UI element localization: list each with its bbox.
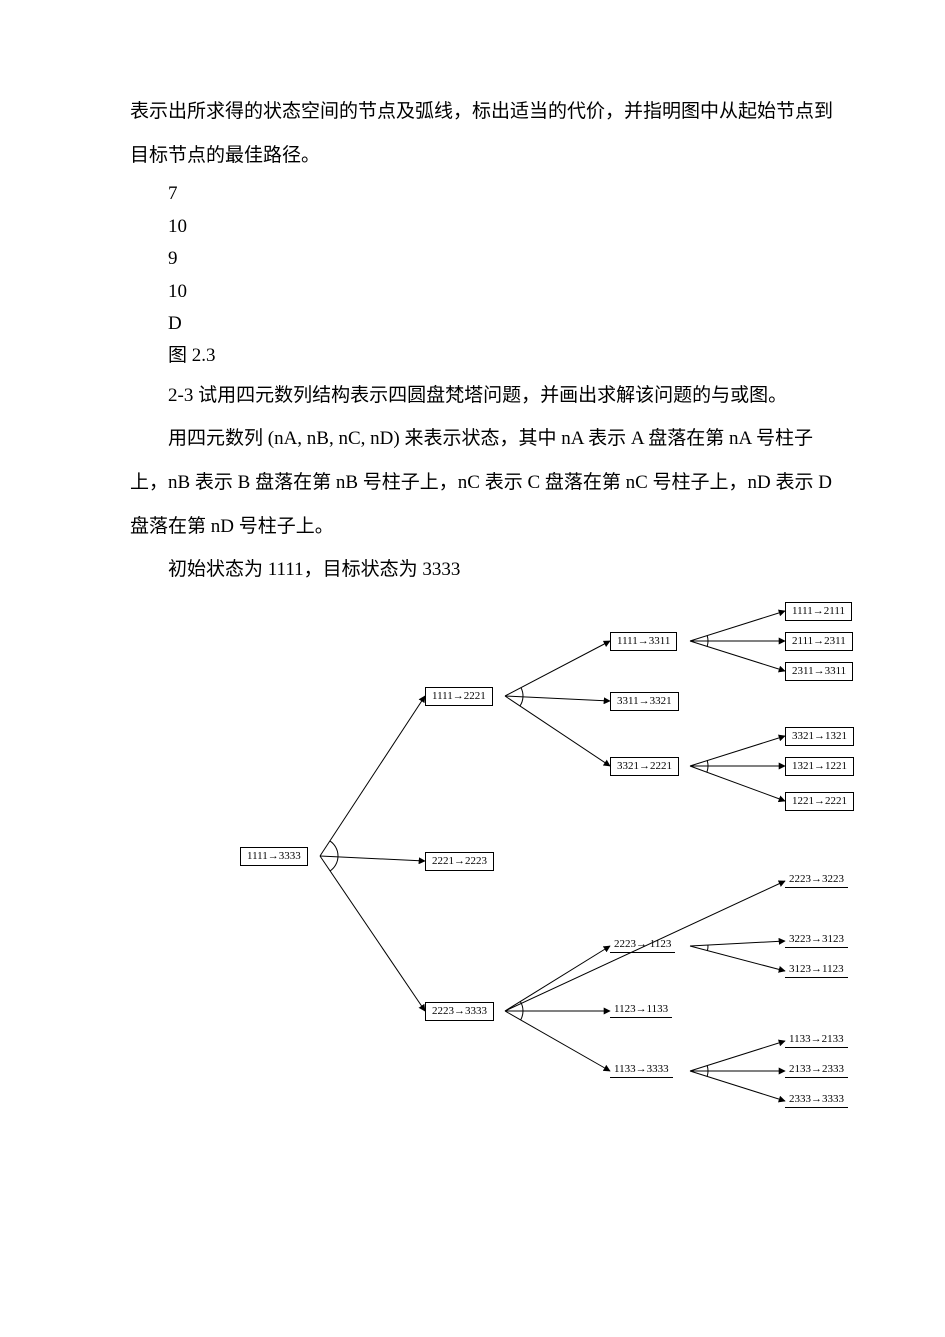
tree-node: 1133→2133 xyxy=(785,1032,848,1048)
tree-node: 1111→3311 xyxy=(610,632,677,651)
list-item: 10 xyxy=(168,277,835,307)
document-page: 表示出所求得的状态空间的节点及弧线，标出适当的代价，并指明图中从起始节点到目标节… xyxy=(0,0,945,1337)
list-item: 图 2.3 xyxy=(168,341,835,371)
tree-node: 2311→3311 xyxy=(785,662,853,681)
tree-node: 1111→2111 xyxy=(785,602,852,621)
list-item: D xyxy=(168,309,835,339)
paragraph-4: 初始状态为 1111，目标状态为 3333 xyxy=(130,548,835,592)
tree-node: 2333→3333 xyxy=(785,1092,848,1108)
tree-node: 2223→ 1123 xyxy=(610,937,675,953)
tree-node: 2221→2223 xyxy=(425,852,494,871)
tree-node: 3321→1321 xyxy=(785,727,854,746)
tree-node: 1221→2221 xyxy=(785,792,854,811)
paragraph-3: 用四元数列 (nA, nB, nC, nD) 来表示状态，其中 nA 表示 A … xyxy=(130,417,835,548)
tree-node: 1321→1221 xyxy=(785,757,854,776)
tree-node: 3311→3321 xyxy=(610,692,679,711)
figure-list: 7 10 9 10 D 图 2.3 xyxy=(168,179,835,371)
tree-node: 2111→2311 xyxy=(785,632,853,651)
list-item: 7 xyxy=(168,179,835,209)
tree-node: 2133→2333 xyxy=(785,1062,848,1078)
tree-node: 1111→3333 xyxy=(240,847,308,866)
paragraph-2: 2-3 试用四元数列结构表示四圆盘梵塔问题，并画出求解该问题的与或图。 xyxy=(130,374,835,418)
tree-node: 3321→2221 xyxy=(610,757,679,776)
and-or-tree-diagram: 1111→3333 1111→2221 2221→2223 2223→3333 1111… xyxy=(240,597,940,1117)
tree-node: 1133→3333 xyxy=(610,1062,673,1078)
tree-node: 2223→3223 xyxy=(785,872,848,888)
list-item: 10 xyxy=(168,212,835,242)
tree-node: 3123→1123 xyxy=(785,962,848,978)
list-item: 9 xyxy=(168,244,835,274)
tree-node: 1111→2221 xyxy=(425,687,493,706)
tree-node: 1123→1133 xyxy=(610,1002,672,1018)
tree-node: 3223→3123 xyxy=(785,932,848,948)
paragraph-1: 表示出所求得的状态空间的节点及弧线，标出适当的代价，并指明图中从起始节点到目标节… xyxy=(130,90,835,177)
tree-node: 2223→3333 xyxy=(425,1002,494,1021)
